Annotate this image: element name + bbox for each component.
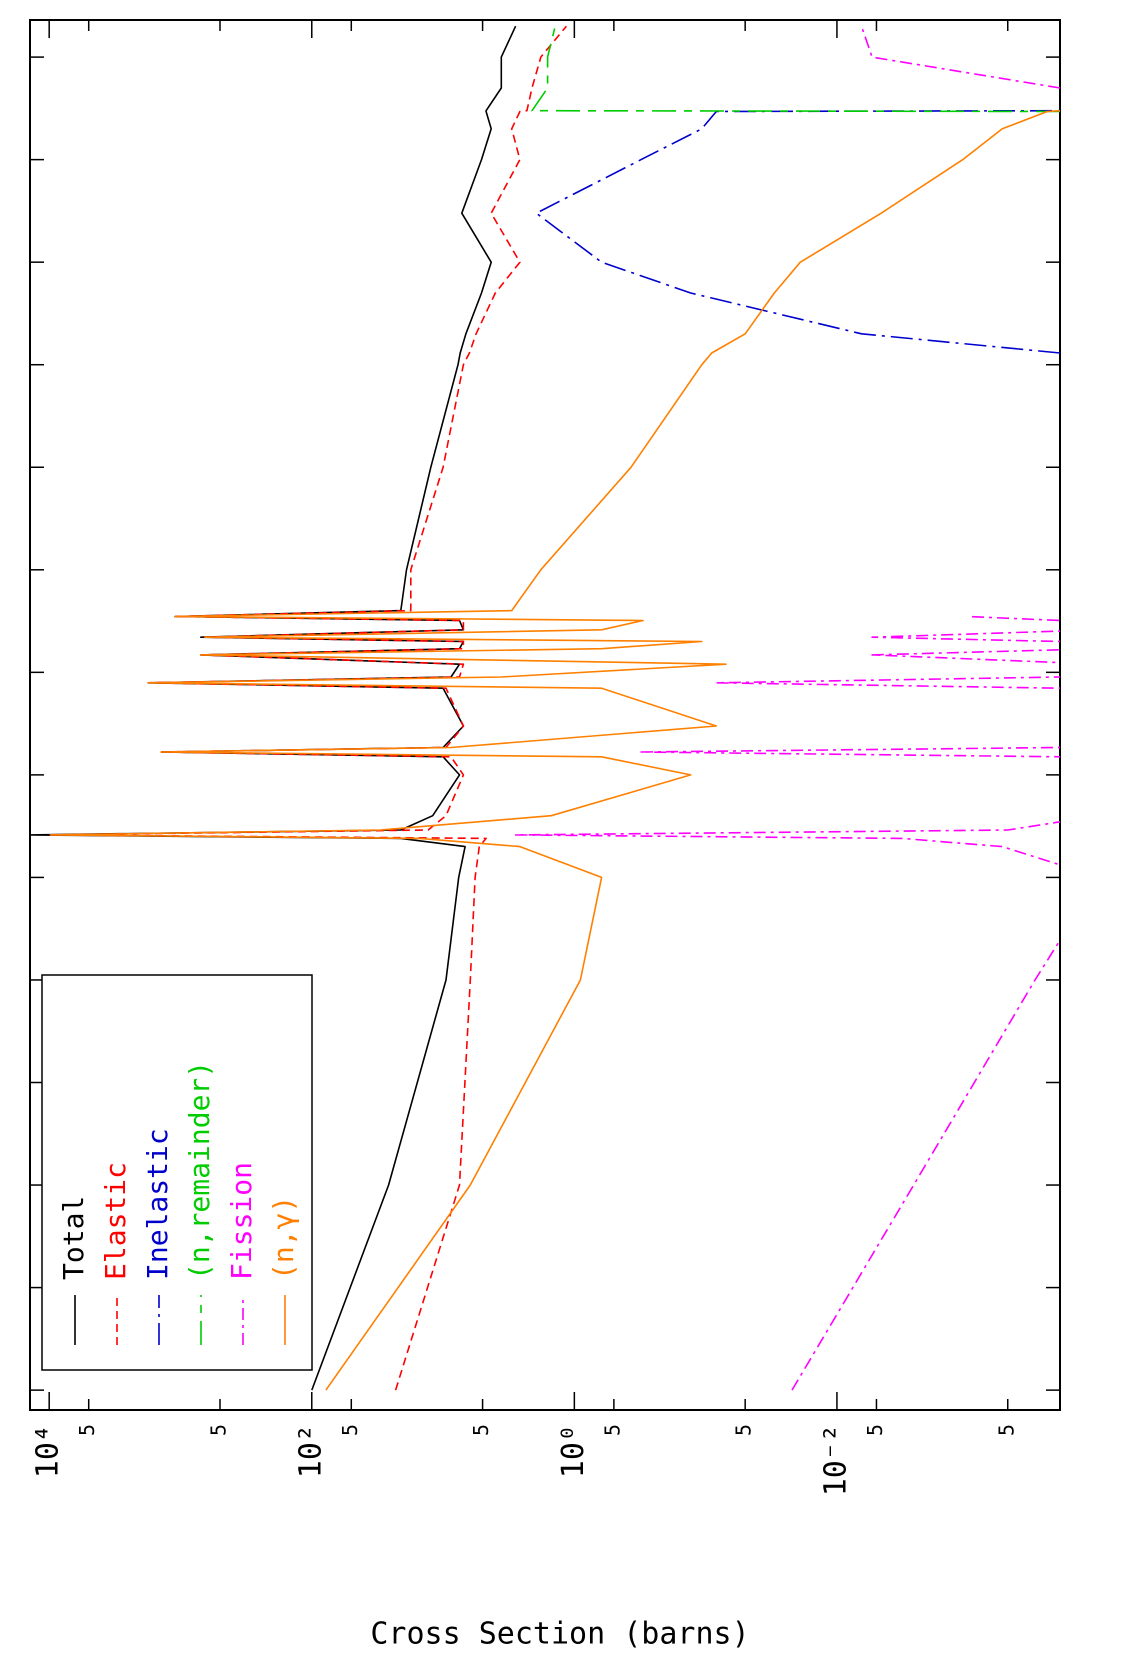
series-line [514,25,1060,1391]
series-line [531,26,1060,113]
y-tick-label: 5 [338,1424,362,1436]
series-line [49,109,1060,1391]
y-tick-label: 10² [293,1424,328,1478]
legend-box [41,974,313,1371]
y-axis-label: Cross Section (barns) [370,1617,749,1652]
y-tick-label: 5 [732,1424,756,1436]
legend-label: Elastic [99,1162,132,1280]
legend-label: Inelastic [141,1128,174,1280]
y-tick-label: 10⁻² [818,1424,853,1496]
y-tick-label: 5 [207,1424,231,1436]
plot-frame [29,19,1061,1411]
y-tick-label: 5 [469,1424,493,1436]
legend-label: (n,remainder) [183,1061,216,1280]
legend-label: Fission [225,1162,258,1280]
y-tick-label: 5 [863,1424,887,1436]
series-line [535,109,1060,354]
y-tick-label: 5 [75,1424,99,1436]
y-tick-label: 10⁴ [31,1424,66,1478]
legend-label: Total [57,1196,90,1280]
y-tick-label: 10⁰ [556,1424,591,1478]
y-tick-label: 5 [600,1424,624,1436]
legend-label: (n,γ) [267,1196,300,1280]
curves [30,25,1060,1391]
y-tick-label: 5 [994,1424,1018,1436]
rotated-plot: Cross Section (barns) 10⁴ 5 5 10² 5 5 10⁰ 5 5 10⁻… [29,19,1061,1652]
